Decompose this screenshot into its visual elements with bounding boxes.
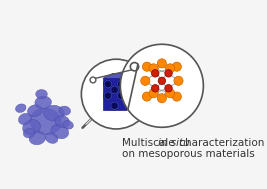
Text: in situ: in situ: [158, 138, 190, 148]
Circle shape: [149, 89, 158, 98]
Ellipse shape: [28, 105, 42, 117]
Polygon shape: [126, 73, 136, 110]
Circle shape: [142, 92, 151, 101]
Ellipse shape: [51, 124, 69, 139]
Circle shape: [110, 101, 119, 110]
Circle shape: [118, 92, 124, 99]
Ellipse shape: [59, 106, 70, 115]
Text: characterization: characterization: [176, 138, 264, 148]
Circle shape: [157, 59, 166, 68]
Circle shape: [110, 85, 119, 94]
Ellipse shape: [45, 133, 58, 143]
Circle shape: [165, 84, 172, 92]
Ellipse shape: [30, 108, 61, 135]
Ellipse shape: [63, 120, 73, 129]
Circle shape: [172, 62, 181, 71]
Circle shape: [165, 70, 172, 77]
Ellipse shape: [55, 115, 70, 127]
Circle shape: [105, 92, 111, 99]
Circle shape: [118, 81, 124, 88]
Circle shape: [117, 91, 126, 100]
Ellipse shape: [44, 105, 64, 121]
Circle shape: [149, 64, 158, 73]
Ellipse shape: [23, 120, 41, 135]
Text: on mesoporous materials: on mesoporous materials: [122, 149, 255, 159]
Polygon shape: [103, 78, 126, 110]
Circle shape: [158, 77, 166, 84]
Circle shape: [111, 87, 118, 93]
Ellipse shape: [36, 90, 47, 99]
Circle shape: [174, 76, 183, 85]
Circle shape: [142, 62, 151, 71]
Circle shape: [157, 94, 166, 103]
Ellipse shape: [29, 131, 46, 145]
Circle shape: [111, 102, 118, 109]
Ellipse shape: [35, 96, 52, 109]
Ellipse shape: [18, 113, 31, 125]
Circle shape: [141, 76, 150, 85]
Ellipse shape: [23, 129, 35, 138]
Circle shape: [105, 81, 111, 88]
Circle shape: [172, 92, 181, 101]
Circle shape: [117, 80, 126, 89]
Polygon shape: [103, 73, 136, 78]
Circle shape: [166, 64, 175, 73]
Circle shape: [81, 59, 151, 129]
Ellipse shape: [15, 104, 26, 112]
Circle shape: [151, 84, 159, 92]
Circle shape: [120, 44, 203, 127]
Text: Multiscale: Multiscale: [122, 138, 178, 148]
Circle shape: [151, 70, 159, 77]
Circle shape: [103, 80, 112, 89]
Circle shape: [166, 89, 175, 98]
Circle shape: [103, 91, 112, 100]
